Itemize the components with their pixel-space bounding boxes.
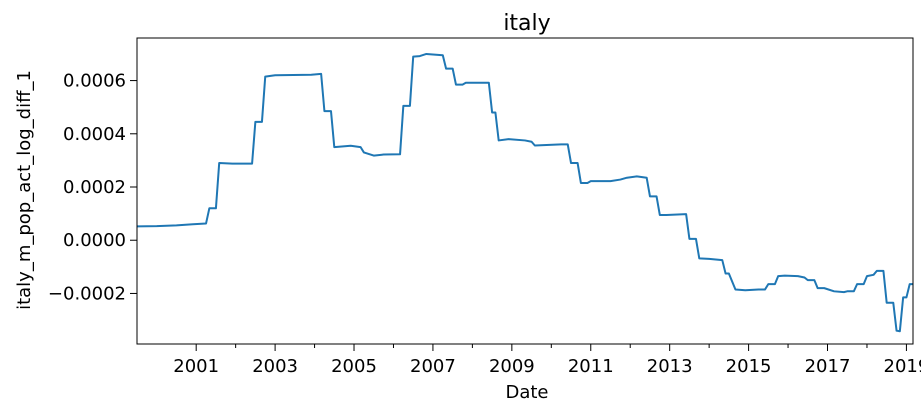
y-tick-label: 0.0002: [63, 177, 126, 198]
x-tick-label: 2011: [568, 356, 614, 377]
x-tick-label: 2009: [489, 356, 535, 377]
x-tick-label: 2007: [410, 356, 456, 377]
y-tick-label: −0.0002: [48, 283, 126, 304]
x-tick-label: 2003: [252, 356, 298, 377]
x-tick-label: 2013: [647, 356, 693, 377]
y-tick-label: 0.0004: [63, 124, 126, 145]
x-tick-label: 2017: [805, 356, 851, 377]
chart-title: italy: [503, 11, 550, 36]
plot-frame: [136, 37, 914, 345]
x-axis-label: Date: [505, 382, 548, 403]
x-tick-label: 2015: [726, 356, 772, 377]
x-tick-label: 2019: [884, 356, 921, 377]
x-tick-label: 2001: [173, 356, 219, 377]
plot-area: 2001 2003 2005 2007 2009 2011 2013 2015 2017 2019…: [48, 37, 921, 377]
series-line-0: [136, 52, 913, 333]
y-tick-label: 0.0006: [63, 71, 126, 92]
y-axis-label: italy_m_pop_act_log_diff_1: [14, 70, 35, 310]
x-tick-label: 2005: [331, 356, 377, 377]
y-tick-label: 0.0000: [63, 230, 126, 251]
